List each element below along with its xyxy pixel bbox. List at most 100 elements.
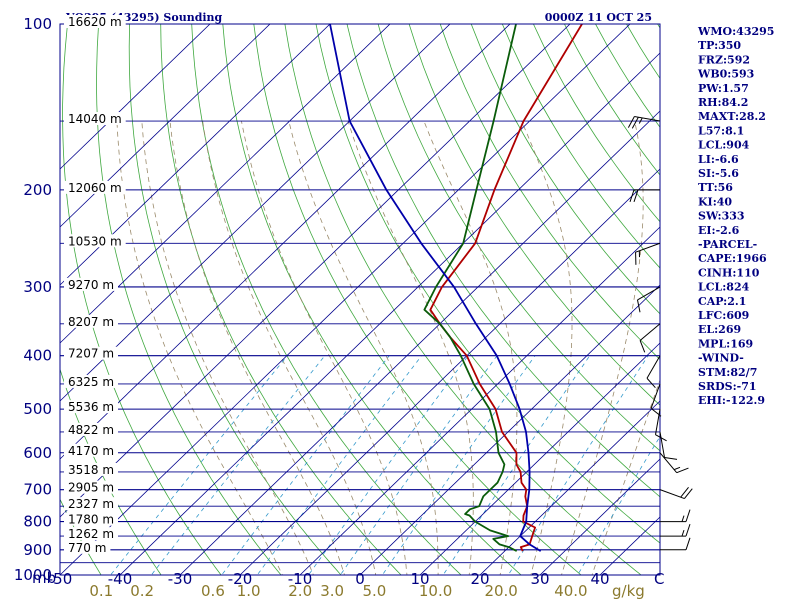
pressure-tick-label: 500 (23, 400, 52, 418)
height-label-background (64, 180, 126, 194)
mixing-ratio-line (442, 355, 591, 575)
height-label-background (64, 480, 118, 494)
stat-line: -PARCEL- (698, 238, 757, 251)
isotherms (60, 24, 660, 575)
temperature-tick-label: -20 (228, 570, 253, 588)
wind-barb (629, 189, 660, 203)
height-label-background (64, 540, 111, 554)
chart-title-right: 0000Z 11 OCT 25 (545, 11, 652, 24)
mixing-ratio-lines (109, 355, 660, 575)
height-label-background (64, 314, 118, 328)
isotherm-line (359, 284, 660, 575)
isotherm-line (60, 24, 511, 460)
height-label-background (64, 497, 118, 511)
wind-barb (635, 242, 661, 265)
stat-line: -WIND- (698, 352, 744, 365)
dry-adiabat-line (439, 24, 660, 361)
stat-line: LCL:904 (698, 139, 750, 152)
height-label: 1262 m (68, 527, 114, 541)
height-label: 3518 m (68, 463, 114, 477)
stat-line: FRZ:592 (698, 53, 750, 66)
pressure-tick-label: 900 (23, 541, 52, 559)
stat-line: MAXT:28.2 (698, 110, 766, 123)
pressure-tick-label: 300 (23, 278, 52, 296)
pressure-tick-label: 1000 (14, 566, 52, 584)
temperature-tick-labels: -50 -40 -30 -20 -10 0 10 20 30 40 (48, 570, 610, 588)
mixing-ratio-tick-label: 10.0 (419, 582, 452, 600)
plot-frame (59, 23, 661, 576)
sounding-profiles (329, 24, 583, 552)
dewpoint-profile-line (423, 24, 518, 552)
wind-barb (659, 452, 689, 474)
mixing-ratio-line (256, 355, 422, 575)
temperature-tick-label: 20 (470, 570, 489, 588)
wind-barb (627, 116, 661, 129)
isotherm-line (60, 24, 451, 402)
dry-adiabat-line (96, 24, 282, 575)
height-label-background (64, 277, 118, 291)
mixing-ratio-tick-label: 0.2 (130, 582, 154, 600)
wind-barb (639, 323, 661, 353)
height-label: 2327 m (68, 497, 114, 511)
height-label-background (64, 112, 126, 126)
temperature-tick-label: -40 (108, 570, 133, 588)
temperature-tick-label: 10 (410, 570, 429, 588)
mixing-ratio-line (308, 355, 469, 575)
wind-barb (660, 523, 691, 537)
dry-adiabat-line (60, 367, 162, 575)
height-label: 9270 m (68, 278, 114, 292)
dry-adiabat-line (377, 24, 660, 452)
temperature-tick-label: 40 (590, 570, 609, 588)
height-label-background (64, 374, 118, 388)
mixing-ratio-tick-label: 0.1 (89, 582, 113, 600)
stat-line: KI:40 (698, 195, 732, 208)
dry-adiabat-line (470, 24, 660, 315)
height-label-background (64, 422, 118, 436)
dry-adiabat-line (160, 24, 402, 575)
stat-line: LCL:824 (698, 281, 750, 294)
stat-line: TP:350 (698, 39, 741, 52)
pressure-tick-label: 700 (23, 481, 52, 499)
temperature-profile-line (429, 24, 583, 552)
isotherm-line (299, 226, 660, 575)
temperature-tick-label: 30 (530, 570, 549, 588)
x-axis-unit-label: C (654, 570, 664, 588)
stat-line: WB0:593 (697, 68, 754, 81)
wind-barbs (627, 116, 693, 551)
pressure-tick-label: 800 (23, 513, 52, 531)
dry-adiabat-line (62, 24, 222, 575)
stat-line: SW:333 (698, 210, 745, 223)
temperature-tick-label: 0 (355, 570, 365, 588)
mixing-ratio-line (381, 355, 536, 575)
isobars (60, 23, 660, 576)
stat-line: EL:269 (698, 323, 741, 336)
isotherm-line (479, 400, 660, 575)
mixing-ratio-tick-label: 5.0 (362, 582, 386, 600)
dry-adiabat-line (253, 24, 582, 575)
dry-adiabat-line (782, 24, 800, 587)
pressure-tick-label: 200 (23, 181, 52, 199)
height-label: 7207 m (68, 347, 114, 361)
pressure-tick-label: 600 (23, 444, 52, 462)
pressure-tick-label: 100 (23, 15, 52, 33)
stat-line: EI:-2.6 (698, 224, 740, 237)
temperature-tick-label: -30 (168, 570, 193, 588)
dry-adiabat-line (0, 24, 48, 587)
pressure-tick-labels: 100 200 300 400 500 600 700 800 900 1000 (14, 15, 52, 584)
height-labels: 16620 m 14040 m 12060 m 10530 m 9270 m 8207 m… (64, 15, 126, 555)
stat-line: CAPE:1966 (698, 252, 767, 265)
height-label: 14040 m (68, 112, 122, 126)
isotherm-line (60, 24, 331, 286)
y-axis-unit-label: mb (32, 569, 56, 587)
height-label-background (64, 15, 126, 28)
mixing-ratio-tick-label: 3.0 (320, 582, 344, 600)
stat-line: CAP:2.1 (698, 295, 746, 308)
stat-line: WMO:43295 (697, 25, 774, 38)
isotherm-line (179, 110, 660, 575)
height-label-background (64, 400, 118, 414)
temperature-tick-label: -10 (288, 570, 313, 588)
dry-adiabat-line (501, 24, 660, 269)
isotherm-line (60, 24, 391, 344)
stat-line: STM:82/7 (698, 366, 757, 379)
